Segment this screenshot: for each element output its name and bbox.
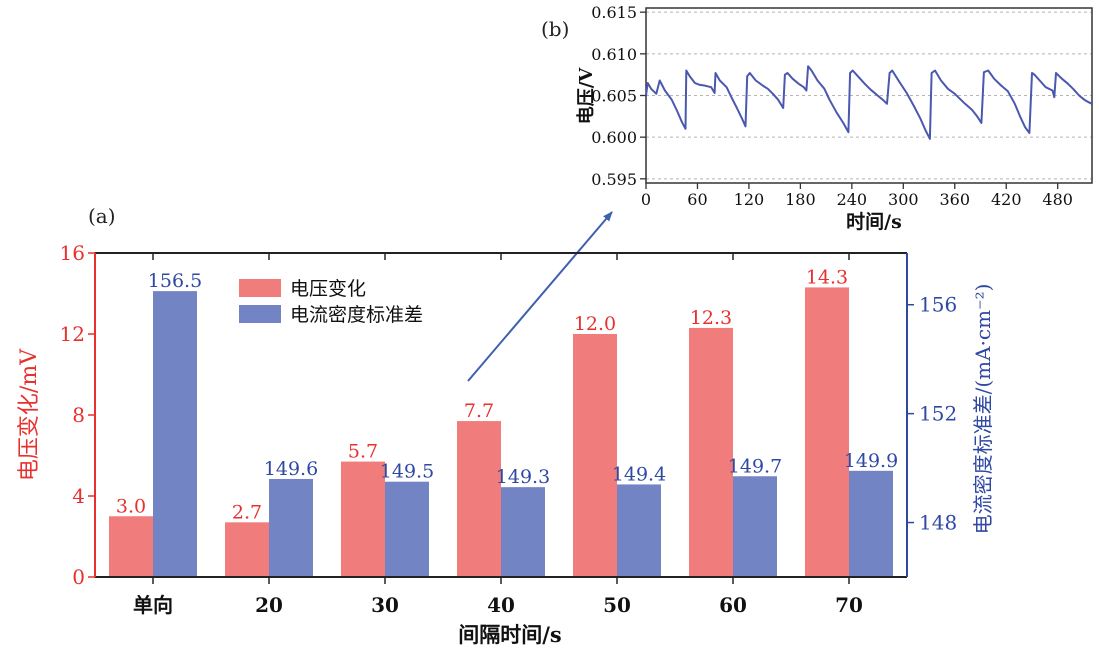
bar-voltage-5 [689,327,733,577]
bar-label-current-std-2: 149.5 [380,461,434,483]
x-tick-label-3: 40 [487,593,515,617]
left-y-axis-label: 电压变化/mV [17,348,42,481]
x-axis-label: 间隔时间/s [458,622,562,647]
bar-label-current-std-4: 149.4 [612,463,666,485]
bar-current-std-3 [501,487,545,577]
bar-label-voltage-6: 14.3 [806,266,848,288]
bar-label-current-std-1: 149.6 [264,458,318,480]
bar-label-current-std-3: 149.3 [496,466,550,488]
bar-label-current-std-5: 149.7 [728,455,782,477]
inset-y-tick-label-4: 0.615 [591,3,637,22]
bar-voltage-6 [805,287,849,577]
bar-voltage-2 [341,461,385,577]
inset-x-tick-label-6: 360 [939,190,970,209]
right-y-axis-label: 电流密度标准差/(mA·cm⁻²) [971,284,995,535]
bar-current-std-2 [385,481,429,577]
x-tick-label-2: 30 [371,593,399,617]
inset-y-tick-label-2: 0.605 [591,87,637,106]
legend-label-current-std: 电流密度标准差 [290,304,423,326]
bar-label-current-std-0: 156.5 [148,270,202,292]
bar-voltage-0 [109,516,153,577]
bar-label-voltage-4: 12.0 [574,313,616,335]
left-tick-label-2: 8 [72,403,85,427]
bar-current-std-6 [849,470,893,577]
bar-label-voltage-3: 7.7 [464,400,494,422]
x-tick-label-1: 20 [255,593,283,617]
inset-x-tick-label-3: 180 [785,190,816,209]
inset-x-tick-label-7: 420 [991,190,1022,209]
inset-x-ticks: 0 60 120 180 240 300 360 420 480 [641,183,1073,209]
inset-y-tick-label-0: 0.595 [591,170,637,189]
bar-current-std-4 [617,484,661,577]
inset-x-axis-label: 时间/s [846,211,902,233]
right-tick-label-0: 148 [919,511,957,535]
bar-voltage-3 [457,421,501,577]
inset-y-ticks: 0.595 0.600 0.605 0.610 0.615 [591,3,646,189]
inset-x-tick-label-0: 0 [641,190,651,209]
bar-label-voltage-2: 5.7 [348,441,378,463]
x-tick-label-4: 50 [603,593,631,617]
inset-voltage-line [645,65,1093,140]
callout-arrow [467,211,613,382]
inset-x-tick-label-4: 240 [837,190,868,209]
inset-x-tick-label-8: 480 [1042,190,1073,209]
left-tick-label-4: 16 [60,241,85,265]
bar-voltage-1 [225,522,269,577]
legend-swatch-current-std [239,305,281,323]
left-y-ticks: 0 4 8 12 16 [60,241,95,589]
x-tick-label-0: 单向 [133,593,173,617]
inset-line-chart: (b) 0.595 0.600 0.605 0.610 0.615 0 60 120 180 2… [541,3,1093,233]
inset-y-axis-label: 电压/V [575,67,597,125]
bar-label-current-std-6: 149.9 [844,450,898,472]
inset-panel-label: (b) [541,17,569,41]
inset-y-tick-label-3: 0.610 [591,45,637,64]
legend: 电压变化 电流密度标准差 [239,278,423,326]
legend-swatch-voltage [239,279,281,297]
bar-current-std-0 [153,291,197,577]
right-tick-label-2: 156 [919,293,957,317]
bar-voltage-4 [573,334,617,577]
right-tick-label-1: 152 [919,402,957,426]
inset-x-tick-label-1: 60 [687,190,707,209]
bar-label-voltage-5: 12.3 [690,307,732,329]
inset-gridlines [646,11,1092,180]
left-tick-label-0: 0 [72,565,85,589]
inset-y-tick-label-1: 0.600 [591,128,637,147]
bar-current-std-1 [269,478,313,577]
bar-label-voltage-1: 2.7 [232,501,262,523]
x-tick-label-6: 70 [835,593,863,617]
x-category-ticks: 单向 20 30 40 50 60 70 [133,253,863,617]
main-panel-label: (a) [88,204,116,228]
bar-label-voltage-0: 3.0 [116,495,146,517]
legend-label-voltage: 电压变化 [290,278,366,300]
left-tick-label-1: 4 [72,484,85,508]
bars [109,287,893,577]
right-y-ticks: 148 152 156 [907,293,957,535]
inset-x-tick-label-5: 300 [888,190,919,209]
left-tick-label-3: 12 [60,322,85,346]
inset-x-tick-label-2: 120 [734,190,765,209]
x-tick-label-5: 60 [719,593,747,617]
bar-current-std-5 [733,476,777,577]
